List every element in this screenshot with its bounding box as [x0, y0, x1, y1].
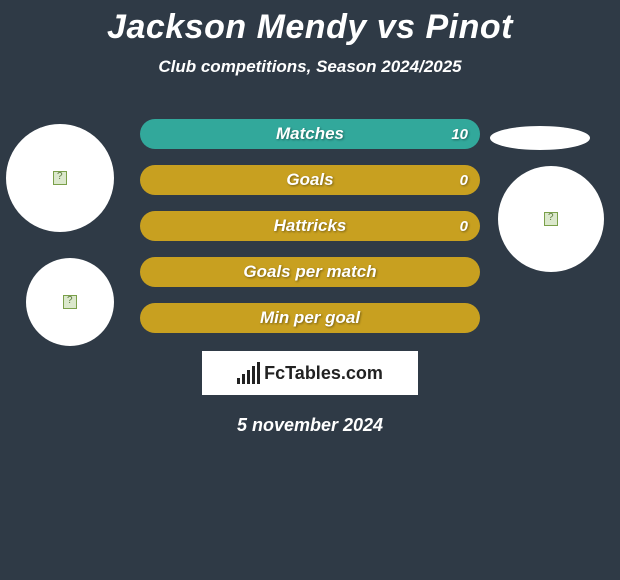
stat-row-min-per-goal: Min per goal — [140, 303, 480, 333]
stat-value: 10 — [451, 126, 468, 143]
stat-value: 0 — [460, 172, 468, 189]
logo-bars-icon — [237, 362, 260, 384]
stat-label: Min per goal — [140, 308, 480, 328]
logo-text: FcTables.com — [264, 363, 383, 384]
stat-row-goals-per-match: Goals per match — [140, 257, 480, 287]
stat-row-hattricks: Hattricks 0 — [140, 211, 480, 241]
subtitle: Club competitions, Season 2024/2025 — [0, 57, 620, 77]
player-avatar-right — [498, 166, 604, 272]
player-avatar-left-bottom — [26, 258, 114, 346]
stat-label: Matches — [140, 124, 480, 144]
stat-label: Hattricks — [140, 216, 480, 236]
stat-label: Goals — [140, 170, 480, 190]
image-placeholder-icon — [53, 171, 67, 185]
stat-value: 0 — [460, 218, 468, 235]
stat-label: Goals per match — [140, 262, 480, 282]
page-title: Jackson Mendy vs Pinot — [0, 0, 620, 47]
date-label: 5 november 2024 — [0, 415, 620, 436]
brand-logo: FcTables.com — [202, 351, 418, 395]
stat-row-goals: Goals 0 — [140, 165, 480, 195]
image-placeholder-icon — [544, 212, 558, 226]
image-placeholder-icon — [63, 295, 77, 309]
decorative-ellipse — [490, 126, 590, 150]
player-avatar-left-top — [6, 124, 114, 232]
stat-row-matches: Matches 10 — [140, 119, 480, 149]
